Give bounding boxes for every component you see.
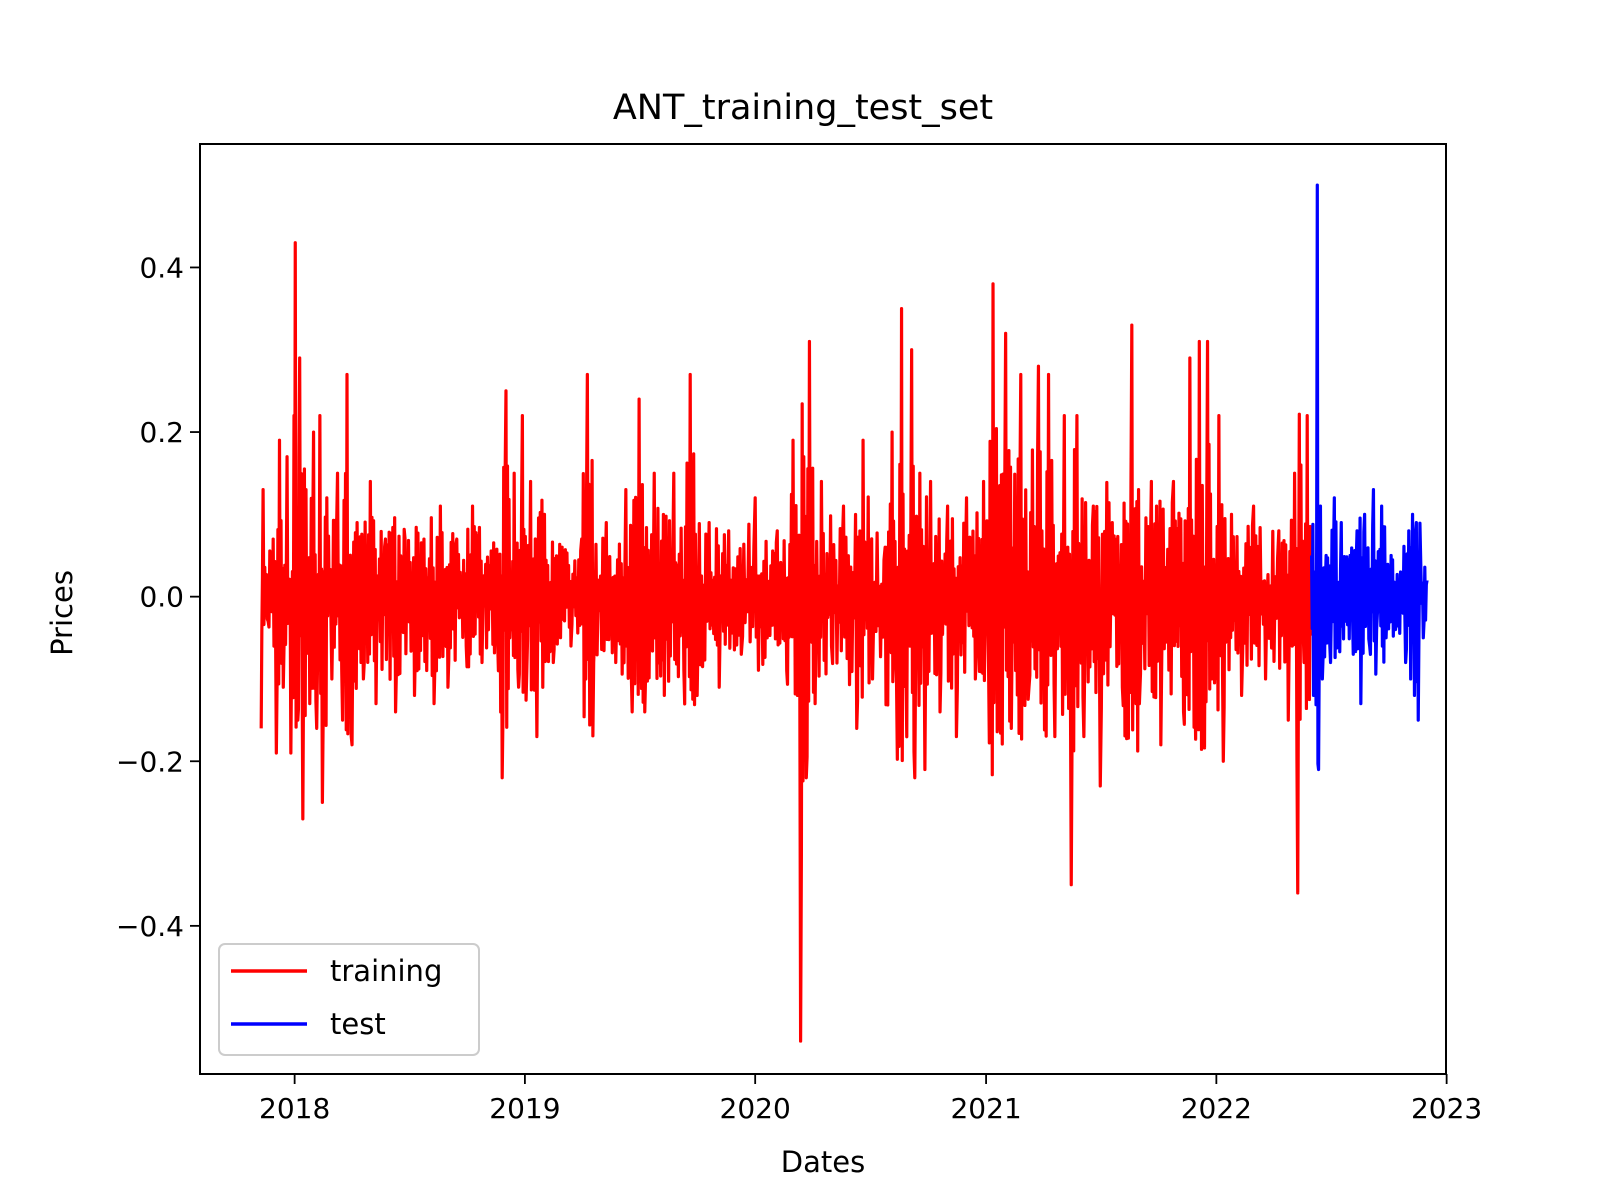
plot-area-frame xyxy=(199,143,1447,1075)
y-tick-label: −0.2 xyxy=(116,745,184,778)
x-tick-label: 2020 xyxy=(720,1092,791,1125)
y-tick-label: −0.4 xyxy=(116,910,184,943)
chart-title: ANT_training_test_set xyxy=(613,88,993,128)
series-line-test xyxy=(1310,183,1429,772)
legend: training test xyxy=(218,943,480,1056)
y-tick-label: 0.0 xyxy=(139,581,184,614)
x-axis-ticks: 2018 2019 2020 2021 2022 2023 xyxy=(259,1074,1482,1125)
legend-label-test: test xyxy=(330,1007,386,1041)
y-tick-label: 0.4 xyxy=(139,251,184,284)
y-tick-label: 0.2 xyxy=(139,416,184,449)
y-axis-ticks: −0.4 −0.2 0.0 0.2 0.4 xyxy=(116,251,200,943)
x-axis-label: Dates xyxy=(781,1145,865,1179)
series-layer xyxy=(259,183,1429,1043)
x-tick-label: 2019 xyxy=(489,1092,560,1125)
x-tick-label: 2018 xyxy=(259,1092,330,1125)
y-axis-label: Prices xyxy=(45,570,79,656)
legend-label-training: training xyxy=(330,954,442,988)
x-tick-label: 2021 xyxy=(950,1092,1021,1125)
series-line-training xyxy=(259,241,1314,1043)
x-tick-label: 2023 xyxy=(1411,1092,1482,1125)
x-tick-label: 2022 xyxy=(1181,1092,1252,1125)
